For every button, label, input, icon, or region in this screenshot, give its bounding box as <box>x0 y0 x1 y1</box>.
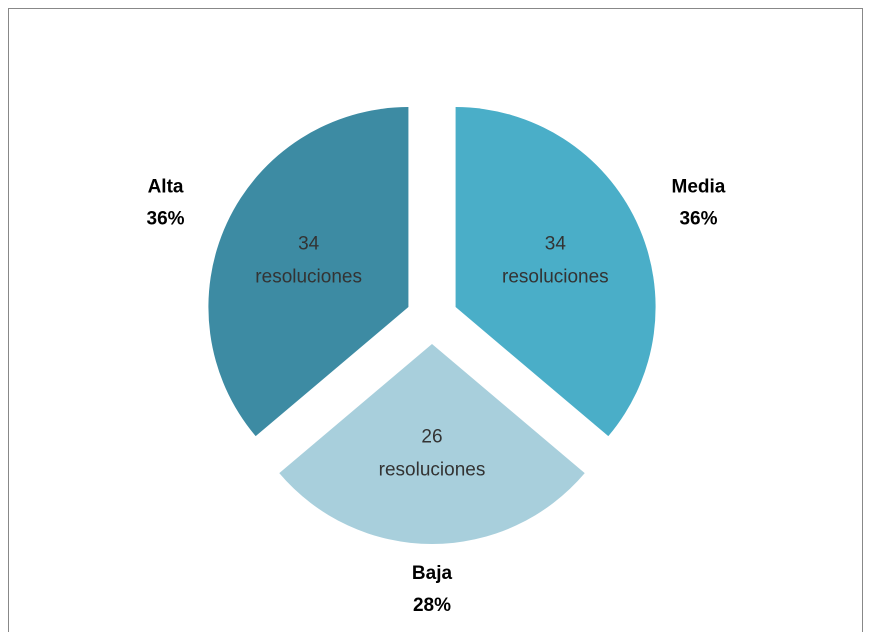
pie-slice <box>208 107 409 437</box>
category-label: Alta <box>148 177 184 198</box>
category-label: Media <box>672 177 726 198</box>
value-label: 34 resoluciones <box>255 233 362 287</box>
category-label: Baja <box>412 563 453 584</box>
percent-label: 36% <box>147 209 185 230</box>
percent-label: 36% <box>679 209 717 230</box>
value-label: 26 resoluciones <box>379 427 486 481</box>
value-label: 34 resoluciones <box>502 233 609 287</box>
pie-slice <box>279 344 585 544</box>
percent-label: 28% <box>413 595 451 616</box>
pie-slice <box>455 107 656 437</box>
